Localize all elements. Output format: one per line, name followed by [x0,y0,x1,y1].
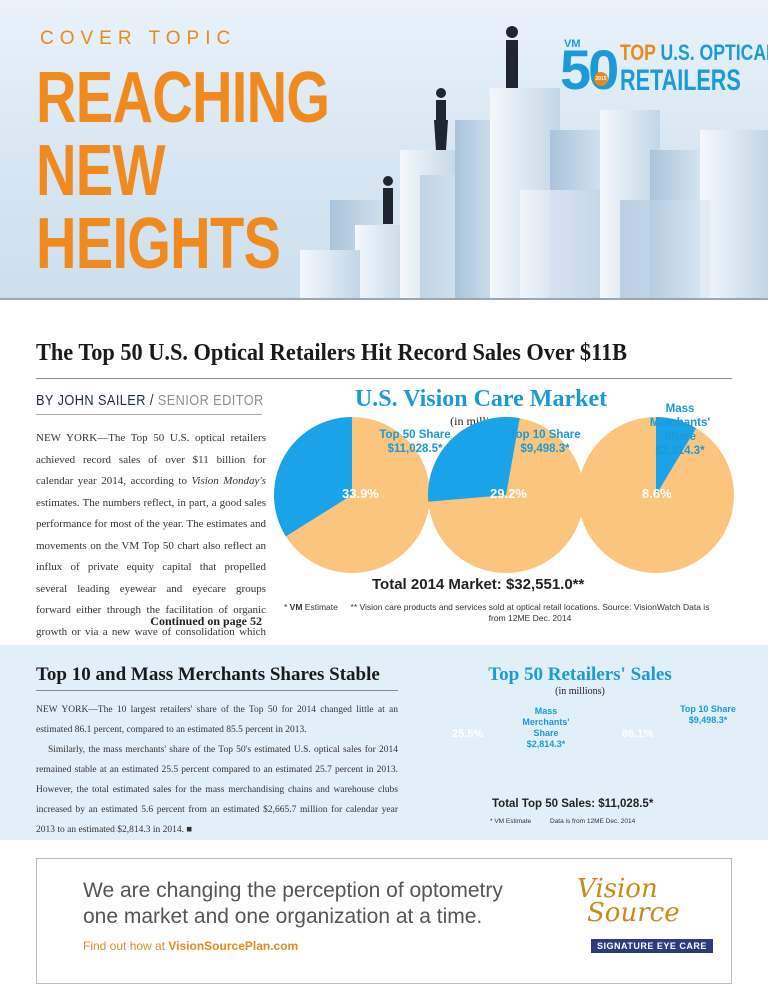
headline-line: HEIGHTS [36,204,281,284]
headline: REACHING NEW HEIGHTS [36,58,330,284]
article-title: Top 10 and Mass Merchants Shares Stable [36,664,380,685]
logo-number: 50 [560,38,619,101]
chart-note-source: ** Vision care products and services sol… [350,602,710,623]
note-text: Estimate [302,602,338,612]
business-people [383,26,518,224]
pie-label-line: Merchants' [522,717,570,727]
chart-total: Total 2014 Market: $32,551.0** [372,576,585,593]
logo-year: 2015 [594,72,608,86]
pie-label-top10: Top 10 Share $9,498.3* [668,704,748,726]
pie-label-line: $2,814.3* [655,445,705,457]
logo-top-word: TOP [620,40,656,65]
article-body: NEW YORK—The 10 largest retailers' share… [36,700,398,840]
note-brand: VM [289,602,303,612]
chart-title: Top 50 Retailers' Sales [488,664,672,685]
pie-label-line: Top 10 Share [680,704,736,714]
byline: BY JOHN SAILER / SENIOR EDITOR [36,392,264,409]
pie-label-line: Share [533,728,559,738]
hero-banner: COVER TOPIC REACHING NEW HEIGHTS 50 VM 2… [0,0,768,298]
pie-label-mass: Mass Merchants' Share $2,814.3* [516,706,576,750]
logo-top-rest: U.S. OPTICAL [655,40,768,65]
chart-subtitle: (in millions) [450,414,510,428]
pie-top50-slice [274,417,353,537]
continued-link: Continued on page 52 [150,614,262,628]
body-italic: Vision Monday's [191,475,266,487]
ad-cta: Find out how at VisionSourcePlan.com [83,939,298,953]
chart-title: U.S. Vision Care Market [354,386,608,412]
divider [36,414,262,415]
divider [0,298,768,300]
pie-label-line: Top 10 Share [509,429,581,441]
body-text: NEW YORK—The Top 50 U.S. optical retaile… [36,432,266,487]
divider [36,378,732,379]
pie-percent-mass: 25.5% [452,728,484,740]
vm-top50-logo: 50 VM 2015 TOP U.S. OPTICAL RETAILERS [560,34,768,102]
chart-note-estimate: * VM Estimate [284,602,338,612]
byline-role: SENIOR EDITOR [157,392,264,409]
chart-total: Total Top 50 Sales: $11,028.5* [492,798,654,810]
ad-cta-text: Find out how at [83,939,169,953]
pie-percent-mass: 8.6% [642,486,672,501]
body-paragraph: NEW YORK—The 10 largest retailers' share… [36,705,398,735]
pie-label-line: Share [664,431,696,443]
chart-note-estimate: * VM Estimate [490,818,532,825]
pie-label-line: Mass [534,706,558,716]
pie-label-line: Merchants' [649,417,711,429]
pie-label-line: $11,028.5* [387,443,443,455]
article-title: The Top 50 U.S. Optical Retailers Hit Re… [36,340,628,366]
vision-source-logo: Vision Source SIGNATURE EYE CARE [577,874,713,969]
pie-percent-top10: 29.2% [490,486,527,501]
pie-label-line: $9,498.3* [520,443,570,455]
logo-retailers: RETAILERS [620,64,741,97]
logo-top: TOP U.S. OPTICAL [620,40,768,66]
headline-line: REACHING [36,58,330,138]
headline-line: NEW [36,131,165,211]
pie-percent-top10: 86.1% [622,728,654,740]
logo-wordmark: Vision Source [577,874,680,928]
ad-tagline: one market and one organization at a tim… [83,905,483,928]
pie-label-line: $9,498.3* [688,715,728,725]
divider [36,690,398,691]
body-paragraph: Similarly, the mass merchants' share of … [36,745,398,835]
pie-label-line: $2,814.3* [526,739,566,749]
pie-label-line: Mass [665,403,695,415]
pie-label-top10: Top 10 Share $9,498.3* [500,428,590,456]
chart-note-date: Data is from 12ME Dec. 2014 [550,818,636,825]
section-panel [0,645,768,840]
pie-label-top50: Top 50 Share $11,028.5* [370,428,460,456]
byline-author: BY JOHN SAILER / [36,392,158,409]
logo-line: Source [587,898,680,928]
ad-tagline: We are changing the perception of optome… [83,879,503,902]
pie-label-mass: Mass Merchants' Share $2,814.3* [638,402,722,458]
chart-subtitle: (in millions) [555,686,605,697]
section-label: COVER TOPIC [40,28,237,49]
ad-link[interactable]: VisionSourcePlan.com [168,939,299,953]
pie-label-line: Top 50 Share [379,429,451,441]
skyline-illustration [300,26,768,298]
note-marker: * [284,602,290,612]
block-towers [300,88,768,298]
pie-percent-top50: 33.9% [342,486,379,501]
logo-line: Vision [577,874,658,904]
logo-badge: SIGNATURE EYE CARE [591,939,713,953]
vision-source-ad[interactable]: We are changing the perception of optome… [36,858,732,984]
logo-vm: VM [564,38,581,50]
